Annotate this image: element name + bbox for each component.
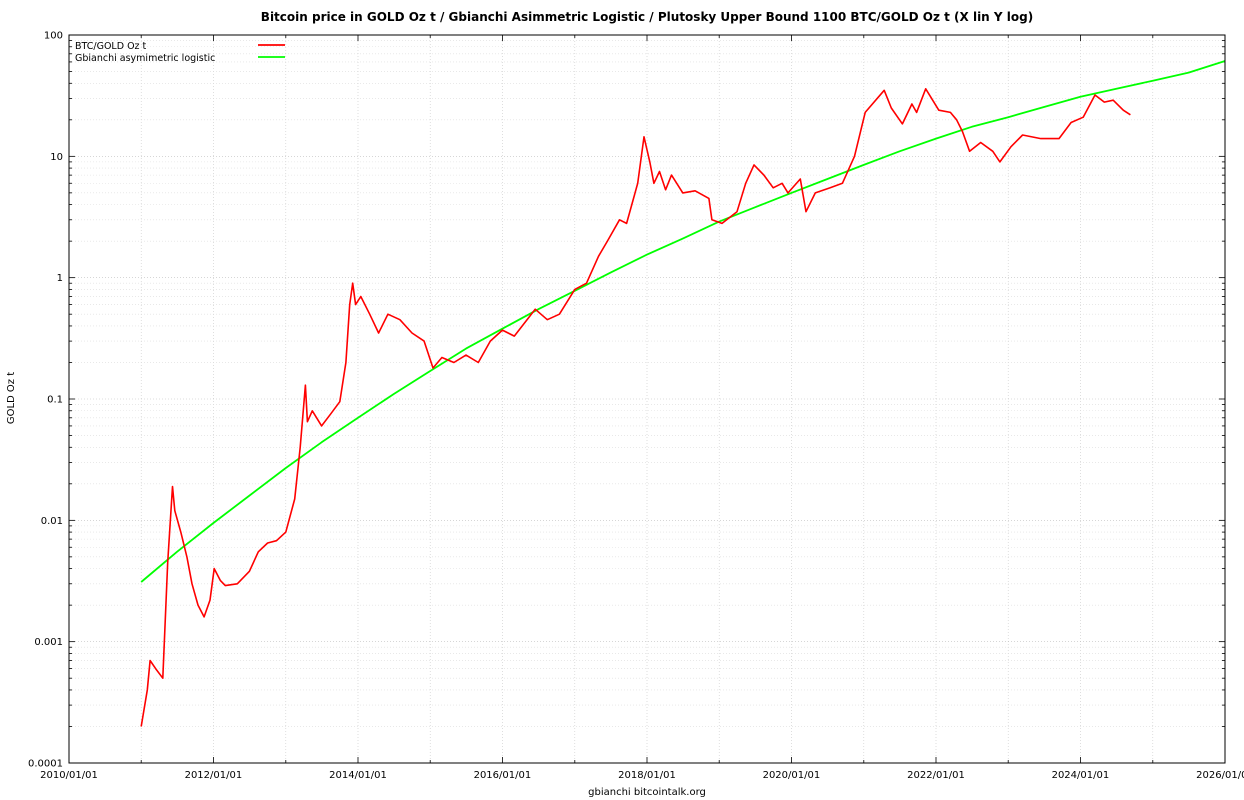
chart-title: Bitcoin price in GOLD Oz t / Gbianchi As… bbox=[261, 10, 1033, 24]
x-tick-label: 2010/01/01 bbox=[40, 770, 98, 781]
y-tick-label: 0.0001 bbox=[28, 759, 63, 770]
x-tick-label: 2014/01/01 bbox=[329, 770, 387, 781]
legend-label-btc-gold: BTC/GOLD Oz t bbox=[75, 41, 147, 52]
series-layer bbox=[140, 60, 1226, 727]
y-tick-label: 10 bbox=[50, 152, 63, 163]
x-tick-label: 2024/01/01 bbox=[1052, 770, 1110, 781]
x-tick-label: 2018/01/01 bbox=[618, 770, 676, 781]
y-tick-label: 0.001 bbox=[34, 637, 63, 648]
y-axis-label: GOLD Oz t bbox=[6, 372, 17, 424]
series-line-logistic bbox=[140, 60, 1226, 583]
y-tick-label: 1 bbox=[57, 273, 63, 284]
y-tick-label: 0.1 bbox=[47, 395, 63, 406]
x-tick-label: 2022/01/01 bbox=[907, 770, 965, 781]
plot-frame bbox=[68, 34, 1226, 764]
series-line-btc-gold bbox=[140, 88, 1131, 727]
y-tick-label: 0.01 bbox=[41, 516, 63, 527]
x-tick-label: 2012/01/01 bbox=[185, 770, 243, 781]
x-tick-label: 2016/01/01 bbox=[474, 770, 532, 781]
y-tick-label: 100 bbox=[44, 31, 63, 42]
x-tick-label: 2026/01/01 bbox=[1196, 770, 1244, 781]
legend-label-logistic: Gbianchi asymimetric logistic bbox=[75, 53, 215, 64]
legend: BTC/GOLD Oz t Gbianchi asymimetric logis… bbox=[75, 41, 285, 64]
tick-labels: 0.0001 0.001 0.01 0.1 1 10 100 2010/01/01 2012/0… bbox=[28, 31, 1244, 782]
grid bbox=[69, 35, 1225, 763]
x-tick-label: 2020/01/01 bbox=[763, 770, 821, 781]
x-axis-label: gbianchi bitcointalk.org bbox=[588, 787, 706, 798]
